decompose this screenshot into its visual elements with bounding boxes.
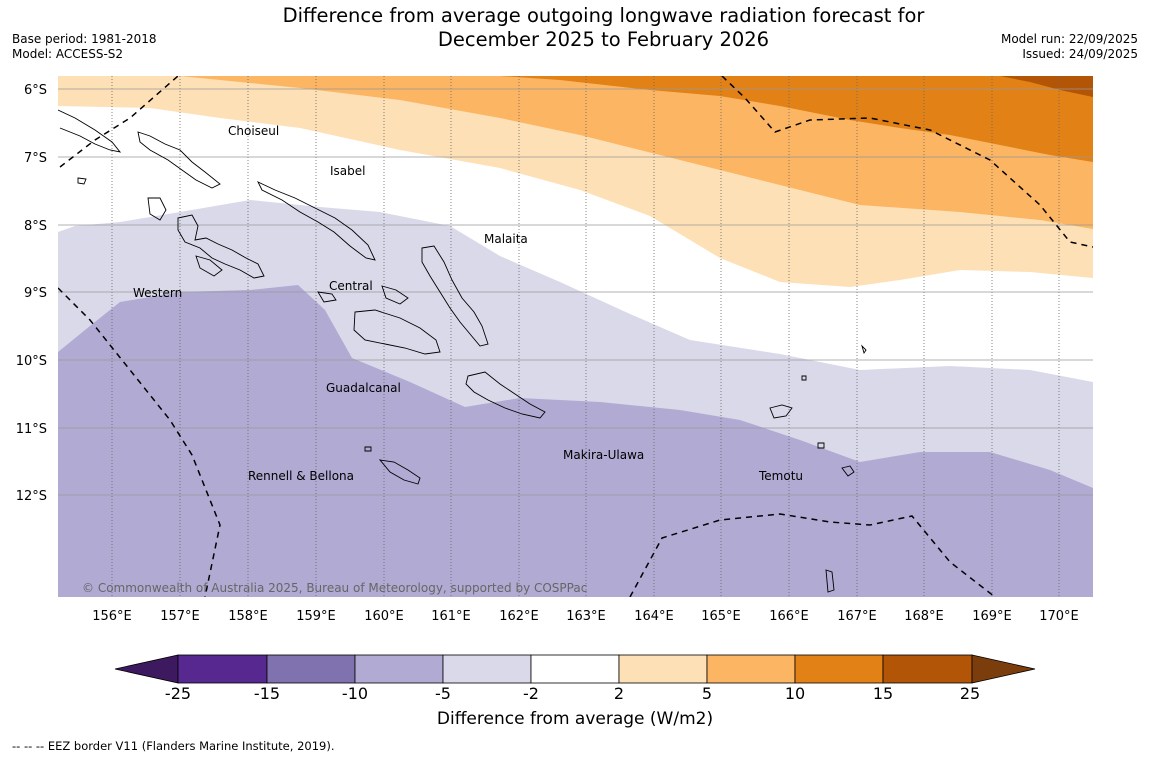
model-name: Model: ACCESS-S2 (12, 47, 124, 61)
island-santa-cruz (769, 404, 793, 419)
colorbar-segment (706, 654, 796, 684)
island-isabel (257, 181, 376, 261)
title-line-2: December 2025 to February 2026 (437, 28, 770, 51)
colorbar-tick-label: -10 (342, 684, 368, 703)
lat-tick-label: 10°S (16, 354, 47, 369)
lon-tick-label: 166°E (769, 609, 809, 624)
lat-tick-label: 11°S (16, 422, 47, 437)
island-makira (465, 371, 546, 419)
longitude-labels: 156°E 157°E 158°E 159°E 160°E 161°E 162°… (92, 609, 1079, 624)
lon-tick-label: 162°E (499, 609, 539, 624)
colorbar-segment (177, 654, 268, 684)
colorbar-segment (442, 654, 532, 684)
colorbar-segment (266, 654, 356, 684)
island-choiseul (137, 131, 221, 189)
island-utupua (817, 442, 825, 449)
lat-tick-label: 6°S (24, 83, 47, 98)
colorbar-tick-label: 25 (960, 684, 980, 703)
lon-tick-label: 158°E (228, 609, 268, 624)
island-guadalcanal (353, 309, 441, 355)
anomaly-band-minus10-to-minus5 (58, 285, 1093, 597)
lon-tick-label: 163°E (566, 609, 606, 624)
meta-right: Model run: 22/09/2025 Issued: 24/09/2025 (1001, 32, 1138, 62)
place-label: Guadalcanal (326, 381, 401, 395)
island-new-georgia (177, 214, 265, 279)
coastlines (58, 109, 867, 593)
lat-tick-label: 8°S (24, 219, 47, 234)
copyright-notice: © Commonwealth of Australia 2025, Bureau… (82, 581, 587, 595)
lat-tick-label: 7°S (24, 151, 47, 166)
island-vanikoro (841, 465, 855, 477)
place-names: Choiseul Isabel Malaita Western Central … (133, 124, 803, 483)
lon-tick-label: 169°E (972, 609, 1012, 624)
lon-tick-label: 161°E (431, 609, 471, 624)
lon-tick-label: 165°E (701, 609, 741, 624)
island-malaita (421, 245, 489, 347)
lat-tick-label: 12°S (16, 489, 47, 504)
island-vella-lavella (147, 197, 167, 221)
place-label: Central (329, 279, 373, 293)
lon-tick-label: 170°E (1039, 609, 1079, 624)
lon-tick-label: 156°E (92, 609, 132, 624)
colorbar-tick-label: -5 (435, 684, 451, 703)
eez-borders (58, 76, 1093, 597)
island-bougainville (58, 109, 122, 153)
eez-footnote: -- -- -- EEZ border V11 (Flanders Marine… (12, 739, 335, 753)
colorbar-segment (882, 654, 973, 684)
island-tikopia (825, 569, 835, 593)
colorbar-segment (530, 654, 620, 684)
base-period: Base period: 1981-2018 (12, 32, 157, 46)
island-florida (317, 291, 337, 303)
meta-left: Base period: 1981-2018 Model: ACCESS-S2 (12, 32, 157, 62)
colorbar-segment (354, 654, 444, 684)
anomaly-band-10-to-15 (500, 76, 1093, 162)
place-label: Rennell & Bellona (248, 469, 354, 483)
chart-title: Difference from average outgoing longwav… (0, 4, 1150, 52)
island-reef-islands (801, 375, 807, 381)
lon-tick-label: 168°E (904, 609, 944, 624)
colorbar-segment (618, 654, 708, 684)
place-label: Malaita (484, 232, 528, 246)
colorbar-extend-low (114, 654, 179, 684)
lon-tick-label: 159°E (296, 609, 336, 624)
lon-tick-label: 157°E (160, 609, 200, 624)
island-russell (381, 285, 409, 305)
colorbar-tick-label: -25 (165, 684, 191, 703)
colorbar-segment (794, 654, 884, 684)
colorbar-label: Difference from average (W/m2) (436, 709, 714, 729)
map-panel: Choiseul Isabel Malaita Western Central … (58, 76, 1093, 597)
anomaly-band-15-to-25 (1000, 76, 1093, 97)
place-label: Choiseul (228, 124, 279, 138)
island-rennell (378, 459, 421, 485)
latitude-labels: 6°S 7°S 8°S 9°S 10°S 11°S 12°S (16, 83, 47, 504)
colorbar-tick-label: 15 (873, 684, 893, 703)
title-line-1: Difference from average outgoing longwav… (282, 4, 925, 27)
island-bellona (364, 446, 372, 452)
island-shortland (77, 177, 87, 185)
graticule (58, 76, 1093, 597)
place-label: Isabel (330, 164, 365, 178)
colorbar (114, 654, 1036, 684)
place-label: Temotu (758, 469, 803, 483)
colorbar-tick-label: -15 (254, 684, 280, 703)
place-label: Makira-Ulawa (563, 448, 644, 462)
lon-tick-label: 167°E (837, 609, 877, 624)
island-rendova (195, 255, 223, 277)
model-run: Model run: 22/09/2025 (1000, 32, 1138, 46)
colorbar-tick-label: 2 (614, 684, 624, 703)
place-label: Western (133, 286, 182, 300)
colorbar-tick-label: 10 (785, 684, 805, 703)
colorbar-ticks: -25 -15 -10 -5 -2 2 5 10 15 25 (165, 684, 980, 703)
lat-tick-label: 9°S (24, 286, 47, 301)
lon-tick-label: 160°E (364, 609, 404, 624)
colorbar-extend-high (971, 654, 1036, 684)
colorbar-tick-label: 5 (702, 684, 712, 703)
issued-date: Issued: 24/09/2025 (1022, 47, 1138, 61)
colorbar-tick-label: -2 (523, 684, 539, 703)
island-sikaiana (861, 344, 867, 355)
lon-tick-label: 164°E (634, 609, 674, 624)
